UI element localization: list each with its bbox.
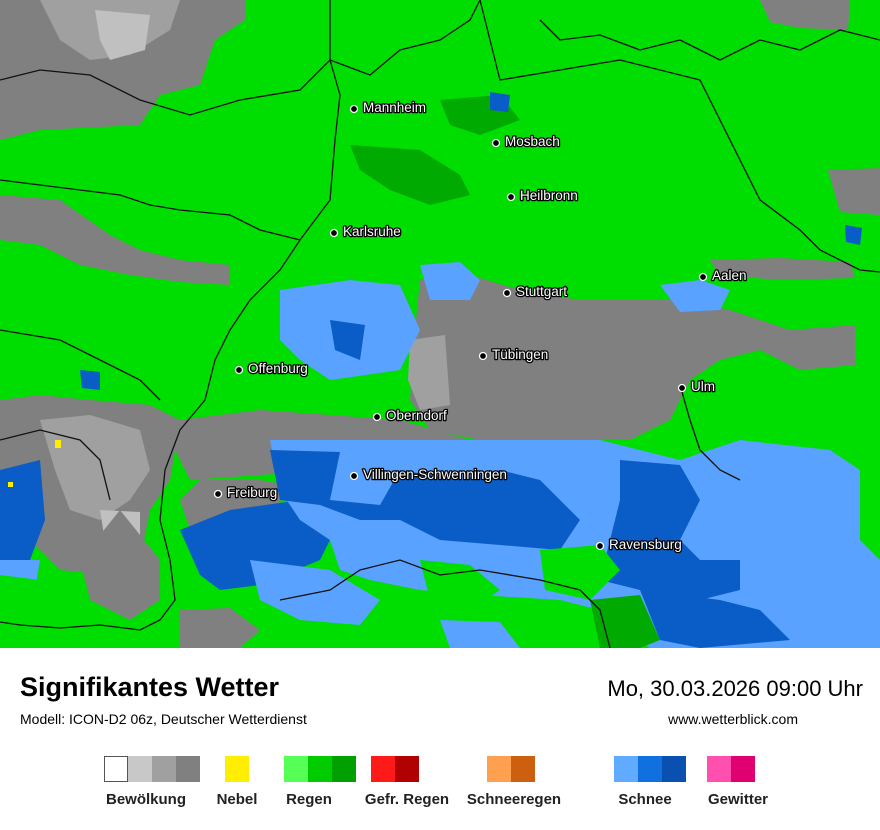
- city-label: Karlsruhe: [343, 224, 401, 239]
- legend-swatches: [225, 756, 249, 782]
- legend-swatches: [284, 756, 356, 782]
- city-stuttgart: Stuttgart: [502, 283, 569, 300]
- city-mosbach: Mosbach: [491, 133, 561, 150]
- legend-swatch: [152, 756, 176, 782]
- legend-swatch: [662, 756, 686, 782]
- legend-sleet: [487, 756, 535, 782]
- legend-freezing-rain: [371, 756, 419, 782]
- legend-swatch: [308, 756, 332, 782]
- city-heilbronn: Heilbronn: [506, 187, 579, 204]
- city-label: Ravensburg: [609, 537, 682, 552]
- legend-swatch: [176, 756, 200, 782]
- legend-label: Bewölkung: [105, 791, 187, 808]
- legend-fog: [225, 756, 249, 782]
- legend-swatch: [707, 756, 731, 782]
- legend-swatch: [638, 756, 662, 782]
- legend-swatch: [225, 756, 249, 782]
- city-karlsruhe: Karlsruhe: [329, 223, 402, 240]
- weather-map: Mannheim Mosbach Heilbronn Karlsruhe Aal…: [0, 0, 880, 648]
- city-freiburg: Freiburg: [213, 484, 279, 501]
- legend-swatch: [487, 756, 511, 782]
- legend-swatch: [284, 756, 308, 782]
- forecast-datetime: Mo, 30.03.2026 09:00 Uhr: [607, 676, 863, 701]
- city-markers: Mannheim Mosbach Heilbronn Karlsruhe Aal…: [213, 99, 748, 553]
- city-label: Freiburg: [227, 485, 277, 500]
- city-label: Ulm: [691, 379, 715, 394]
- city-label: Mannheim: [363, 100, 426, 115]
- legend-swatch: [395, 756, 419, 782]
- city-villingen-schwenningen: Villingen-Schwenningen: [349, 466, 508, 483]
- city-label: Mosbach: [505, 134, 560, 149]
- rain-patches-south: [0, 545, 660, 648]
- city-label: Villingen-Schwenningen: [363, 467, 507, 482]
- legend-swatch: [511, 756, 535, 782]
- city-label: Heilbronn: [520, 188, 578, 203]
- legend-swatch: [104, 756, 128, 782]
- map-title: Signifikantes Wetter: [20, 672, 280, 702]
- border-lines: [0, 0, 880, 648]
- legend-swatch: [332, 756, 356, 782]
- legend-label: Schnee: [618, 791, 672, 808]
- city-ulm: Ulm: [677, 378, 716, 395]
- legend-swatches: [487, 756, 535, 782]
- legend-cloud: [104, 756, 200, 782]
- legend-swatches: [707, 756, 755, 782]
- city-tuebingen: Tübingen: [478, 346, 550, 363]
- legend: Bewölkung Nebel Regen Gefr. Regen Schnee…: [0, 756, 880, 816]
- city-mannheim: Mannheim: [349, 99, 427, 116]
- legend-swatch: [371, 756, 395, 782]
- cloud-areas: [0, 0, 880, 648]
- city-label: Offenburg: [248, 361, 308, 376]
- city-label: Oberndorf: [386, 408, 447, 423]
- fog-areas: [8, 440, 61, 487]
- map-footer: Signifikantes Wetter Modell: ICON-D2 06z…: [0, 648, 880, 830]
- legend-swatch: [128, 756, 152, 782]
- legend-swatches: [371, 756, 419, 782]
- city-ravensburg: Ravensburg: [595, 536, 683, 553]
- legend-label: Nebel: [216, 791, 258, 808]
- model-source: Modell: ICON-D2 06z, Deutscher Wetterdie…: [20, 711, 307, 727]
- city-label: Tübingen: [492, 347, 548, 362]
- legend-thunderstorm: [707, 756, 755, 782]
- legend-swatch: [614, 756, 638, 782]
- city-aalen: Aalen: [698, 267, 748, 284]
- legend-snow: [614, 756, 686, 782]
- legend-swatches: [614, 756, 686, 782]
- legend-label: Schneeregen: [466, 791, 562, 808]
- legend-rain: [284, 756, 356, 782]
- city-label: Stuttgart: [516, 284, 567, 299]
- city-offenburg: Offenburg: [234, 360, 309, 377]
- legend-swatches: [104, 756, 200, 782]
- legend-swatch: [731, 756, 755, 782]
- legend-label: Regen: [286, 791, 332, 808]
- legend-label: Gewitter: [707, 791, 769, 808]
- city-oberndorf: Oberndorf: [372, 407, 448, 424]
- legend-label: Gefr. Regen: [364, 791, 450, 808]
- city-label: Aalen: [712, 268, 747, 283]
- website-link[interactable]: www.wetterblick.com: [668, 711, 798, 727]
